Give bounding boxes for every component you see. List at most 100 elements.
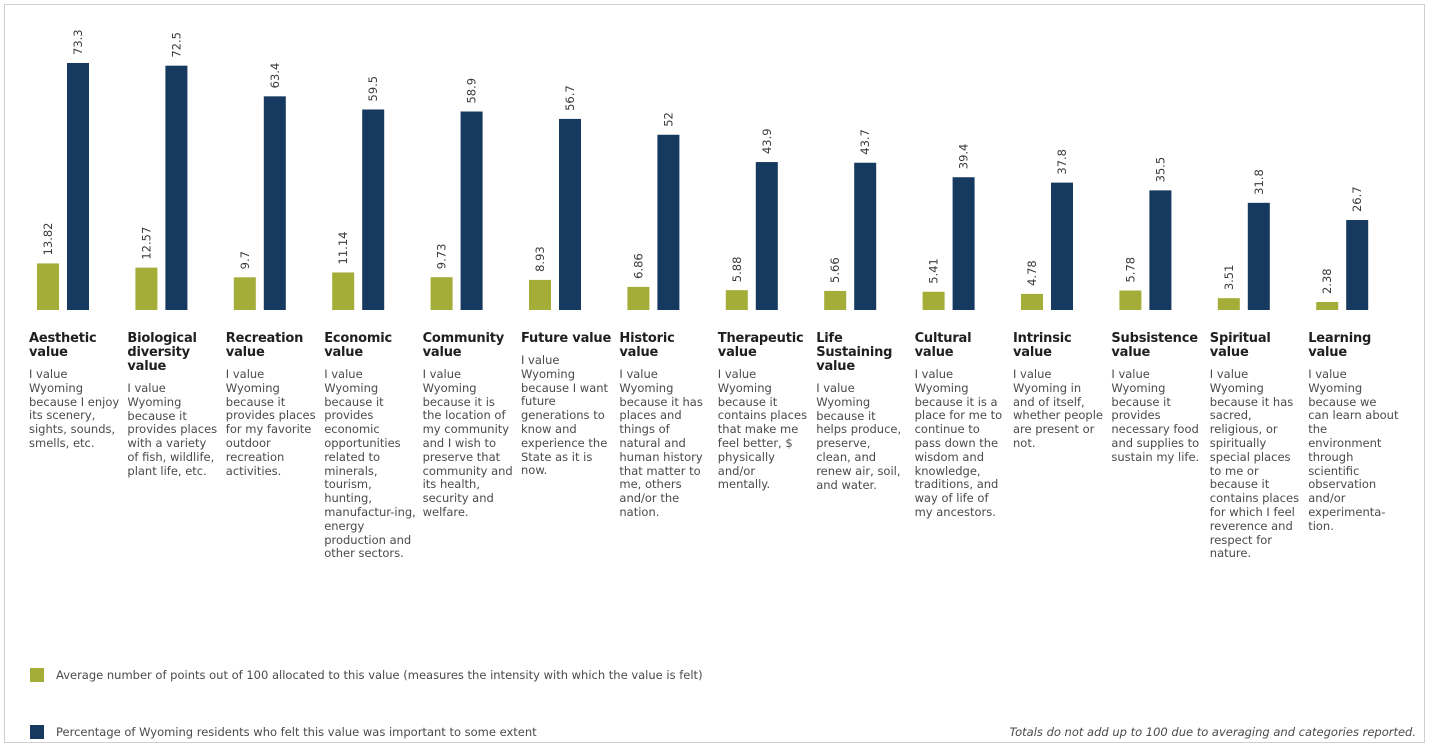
data-label-percentage-7: 43.9 [760, 128, 774, 154]
category-column-13: Learning value I value Wyoming because we… [1308, 332, 1400, 534]
category-description: I value Wyoming because it contains plac… [717, 367, 808, 492]
legend-item-intensity: Average number of points out of 100 allo… [30, 668, 703, 682]
legend-label-intensity: Average number of points out of 100 allo… [56, 668, 703, 682]
category-description: I value Wyoming because I enjoy its scen… [29, 367, 120, 450]
category-column-3: Economic value I value Wyoming because it… [324, 332, 416, 561]
category-column-1: Biological diversity value I value Wyomin… [127, 332, 219, 479]
data-label-intensity-7: 5.88 [730, 257, 744, 283]
category-title: Future value [521, 331, 612, 346]
bar-percentage-9 [952, 177, 975, 310]
data-label-percentage-1: 72.5 [169, 32, 183, 58]
bar-percentage-11 [1149, 190, 1172, 310]
category-title: Spiritual value [1209, 331, 1271, 360]
legend-item-percentage: Percentage of Wyoming residents who felt… [30, 725, 537, 739]
category-description: I value Wyoming because it provides econ… [324, 367, 416, 561]
category-description: I value Wyoming because it has places an… [619, 367, 703, 519]
category-column-4: Community value I value Wyoming because i… [423, 332, 515, 520]
bar-intensity-8 [824, 290, 847, 310]
bar-percentage-4 [460, 111, 483, 310]
data-label-percentage-6: 52 [661, 112, 675, 127]
category-description: I value Wyoming because it helps produce… [816, 381, 902, 492]
category-column-6: Historic value I value Wyoming because it… [619, 332, 711, 520]
bar-chart: 13.82 73.3 12.57 72.5 9.7 63.4 11.14 59.5 9.73 58… [37, 29, 1369, 311]
bar-percentage-0 [67, 62, 89, 310]
data-label-percentage-8: 43.7 [858, 129, 872, 155]
category-column-10: Intrinsic value I value Wyoming in and of… [1013, 332, 1105, 451]
data-label-intensity-6: 6.86 [631, 253, 645, 279]
data-label-percentage-3: 59.5 [366, 76, 380, 102]
category-title: Recreation value [225, 331, 304, 360]
category-title: Historic value [619, 331, 675, 360]
category-title: Economic value [324, 331, 392, 360]
data-label-intensity-9: 5.41 [927, 258, 941, 284]
category-title: Biological diversity value [127, 331, 197, 374]
bar-percentage-8 [854, 162, 877, 310]
bar-intensity-4 [430, 277, 453, 310]
bar-intensity-0 [37, 263, 59, 310]
bar-intensity-3 [332, 272, 355, 310]
bar-intensity-5 [529, 279, 551, 310]
data-label-intensity-11: 5.78 [1123, 257, 1137, 283]
category-column-0: Aesthetic value I value Wyoming because I… [29, 332, 121, 451]
data-label-intensity-13: 2.38 [1320, 268, 1334, 294]
bar-intensity-7 [725, 290, 748, 310]
category-column-11: Subsistence value I value Wyoming because… [1111, 332, 1203, 465]
bar-intensity-10 [1021, 293, 1043, 310]
data-label-intensity-5: 8.93 [533, 246, 547, 272]
category-column-9: Cultural value I value Wyoming because it… [915, 332, 1007, 520]
bar-intensity-2 [233, 277, 256, 310]
category-column-7: Therapeutic value I value Wyoming because… [718, 332, 810, 492]
category-description: I value Wyoming in and of itself, whethe… [1013, 367, 1104, 450]
category-column-5: Future value I value Wyoming because I wa… [521, 332, 613, 478]
category-description: I value Wyoming because it is a place fo… [914, 367, 1003, 519]
data-label-intensity-2: 9.7 [238, 251, 252, 269]
legend-swatch-percentage [30, 725, 44, 739]
bar-percentage-7 [755, 162, 778, 310]
bar-intensity-11 [1119, 290, 1142, 310]
data-label-intensity-1: 12.57 [139, 227, 153, 260]
data-label-percentage-13: 26.7 [1350, 186, 1364, 212]
data-label-intensity-0: 13.82 [41, 222, 55, 255]
bar-percentage-10 [1051, 182, 1073, 310]
category-column-2: Recreation value I value Wyoming because … [226, 332, 318, 478]
category-description: I value Wyoming because it provides plac… [127, 381, 218, 478]
legend-swatch-intensity [30, 668, 44, 682]
data-label-percentage-10: 37.8 [1055, 149, 1069, 175]
bar-intensity-13 [1316, 301, 1339, 310]
bar-intensity-6 [627, 286, 650, 310]
category-description: I value Wyoming because I want future ge… [521, 353, 609, 478]
data-label-percentage-4: 58.9 [465, 78, 479, 104]
category-title: Subsistence value [1111, 331, 1198, 360]
data-label-intensity-12: 3.51 [1222, 265, 1236, 291]
category-column-12: Spiritual value I value Wyoming because i… [1210, 332, 1302, 561]
category-title: Therapeutic value [717, 331, 804, 360]
bar-percentage-1 [165, 65, 188, 310]
category-title: Life Sustaining value [816, 331, 893, 374]
category-description: I value Wyoming because it provides plac… [225, 367, 316, 478]
category-description: I value Wyoming because it is the locati… [422, 367, 513, 519]
category-title: Community value [422, 331, 505, 360]
bar-intensity-9 [922, 291, 945, 310]
category-title: Learning value [1308, 331, 1372, 360]
bar-percentage-12 [1247, 202, 1270, 310]
data-label-percentage-0: 73.3 [71, 29, 85, 55]
bar-percentage-2 [263, 96, 286, 310]
bar-percentage-5 [559, 118, 581, 311]
bar-intensity-12 [1217, 298, 1240, 310]
data-label-intensity-8: 5.66 [828, 257, 842, 283]
data-label-percentage-11: 35.5 [1153, 157, 1167, 183]
data-label-percentage-12: 31.8 [1252, 169, 1266, 195]
bar-percentage-6 [657, 134, 680, 310]
data-label-intensity-3: 11.14 [336, 232, 350, 265]
data-label-intensity-4: 9.73 [435, 244, 449, 270]
category-description: I value Wyoming because we can learn abo… [1308, 367, 1399, 533]
bar-intensity-1 [135, 267, 158, 310]
category-column-8: Life Sustaining value I value Wyoming bec… [816, 332, 908, 492]
data-label-intensity-10: 4.78 [1025, 260, 1039, 286]
bar-percentage-13 [1346, 220, 1369, 310]
category-title: Aesthetic value [29, 331, 97, 360]
bar-percentage-3 [362, 109, 385, 310]
data-label-percentage-5: 56.7 [563, 85, 577, 111]
category-title: Cultural value [914, 331, 972, 360]
category-description: I value Wyoming because it has sacred, r… [1209, 367, 1300, 561]
